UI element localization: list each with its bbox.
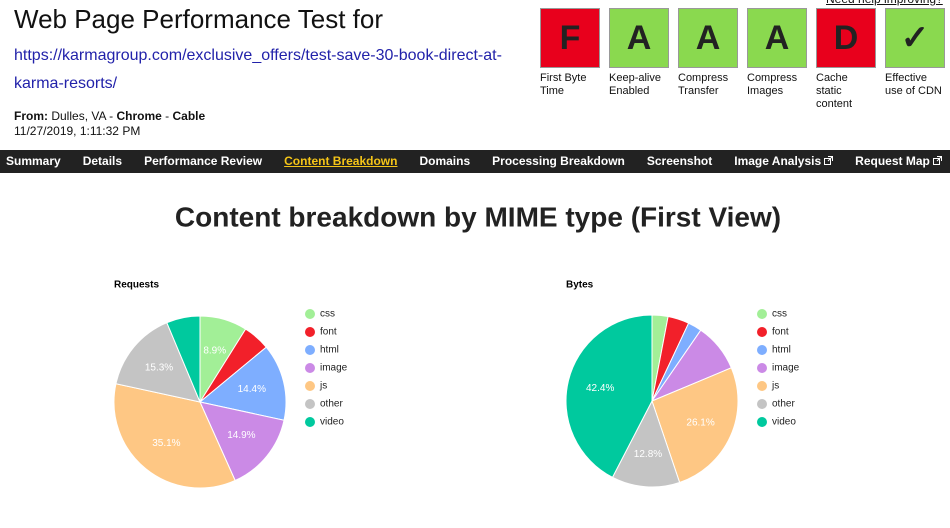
pie-slice	[651, 367, 739, 484]
legend-swatch	[757, 363, 767, 373]
chart-heading: Content breakdown by MIME type (First Vi…	[175, 201, 781, 232]
legend-label: css	[772, 309, 787, 320]
grade-item: A Compress Transfer	[678, 8, 738, 111]
slice-label: 14.4%	[238, 384, 266, 395]
grade-box: D	[816, 8, 876, 68]
nav-item[interactable]: Image Analysis	[728, 150, 844, 173]
grade-item: ✓ Effective use of CDN	[885, 8, 945, 111]
grade-box: ✓	[885, 8, 945, 68]
pie-slice	[199, 401, 285, 482]
browser: Chrome	[116, 109, 162, 123]
slice-label: 12.8%	[634, 449, 662, 460]
slice-label: 8.9%	[203, 345, 226, 356]
nav-item[interactable]: Details	[82, 154, 123, 168]
legend-label: js	[319, 381, 327, 392]
grade-box: A	[747, 8, 807, 68]
legend-swatch	[305, 399, 315, 409]
nav-bar: Summary Details Performance Review Content …	[0, 150, 950, 173]
separator: -	[161, 109, 173, 123]
grade-item: A Keep-alive Enabled	[609, 8, 669, 111]
pie-slice	[115, 321, 201, 403]
legend-label: other	[772, 399, 795, 410]
legend-swatch	[305, 381, 315, 391]
chart-title: Bytes	[566, 280, 594, 291]
nav-item[interactable]: Processing Breakdown	[492, 154, 625, 168]
legend-swatch	[757, 399, 767, 409]
legend-label: font	[320, 327, 337, 338]
legend-swatch	[305, 309, 315, 319]
slice-label: 42.4%	[586, 383, 614, 394]
test-location: From: Dulles, VA - Chrome - Cable	[14, 109, 205, 123]
pie-slice	[565, 314, 653, 479]
legend-label: html	[772, 345, 791, 356]
grades: F First Byte Time A Keep-alive Enabled A Comp…	[540, 8, 950, 111]
legend-label: css	[320, 309, 335, 320]
grade-item: F First Byte Time	[540, 8, 600, 111]
grade-label: Compress Images	[747, 72, 798, 97]
slice-label: 35.1%	[152, 438, 180, 449]
legend-swatch	[305, 327, 315, 337]
test-date: 11/27/2019, 1:11:32 PM	[14, 124, 141, 138]
legend-label: image	[772, 363, 800, 374]
legend-swatch	[757, 381, 767, 391]
pie-slice	[113, 383, 236, 489]
grade-label: Compress Transfer	[678, 72, 729, 97]
legend-label: html	[320, 345, 339, 356]
legend-label: js	[771, 381, 779, 392]
nav-item[interactable]: Request Map	[849, 150, 950, 173]
nav-item[interactable]: Screenshot	[646, 154, 713, 168]
legend-swatch	[757, 417, 767, 427]
nav-item[interactable]: Summary	[6, 154, 61, 168]
legend-swatch	[305, 417, 315, 427]
legend-label: other	[320, 399, 343, 410]
chart-title: Requests	[114, 280, 159, 291]
page-title: Web Page Performance Test for	[14, 4, 384, 34]
location: Dulles, VA -	[51, 109, 117, 123]
legend-swatch	[757, 345, 767, 355]
grade-item: D Cache static content	[816, 8, 876, 111]
test-url[interactable]: https://karmagroup.com/exclusive_offers/…	[14, 47, 502, 92]
grade-box: A	[678, 8, 738, 68]
pie-slice	[198, 346, 287, 421]
grade-box: F	[540, 8, 600, 68]
slice-label: 15.3%	[145, 363, 173, 374]
legend-label: image	[320, 363, 348, 374]
connection: Cable	[172, 109, 206, 123]
pie-slice	[611, 399, 681, 488]
nav-item[interactable]: Content Breakdown	[284, 154, 398, 168]
grade-label: First Byte Time	[540, 72, 587, 97]
pie-slice	[166, 315, 201, 403]
legend-swatch	[757, 327, 767, 337]
grade-label: Effective use of CDN	[885, 72, 942, 97]
legend-swatch	[757, 309, 767, 319]
legend-label: video	[772, 417, 796, 428]
external-icon	[932, 156, 942, 165]
nav-item[interactable]: Domains	[419, 154, 471, 168]
from-label: From:	[14, 109, 48, 123]
help-link[interactable]: Need help improving?	[826, 0, 943, 6]
legend-swatch	[305, 363, 315, 373]
legend-label: video	[320, 417, 344, 428]
external-icon	[824, 156, 834, 165]
nav-item[interactable]: Performance Review	[144, 154, 263, 168]
slice-label: 14.9%	[227, 430, 255, 441]
grade-box: A	[609, 8, 669, 68]
charts: Content breakdown by MIME type (First Vi…	[113, 201, 800, 489]
grade-label: Cache static content	[816, 72, 853, 110]
slice-label: 26.1%	[686, 418, 714, 429]
legend-swatch	[305, 345, 315, 355]
legend-label: font	[772, 327, 789, 338]
grade-item: A Compress Images	[747, 8, 807, 111]
grade-label: Keep-alive Enabled	[609, 72, 661, 97]
